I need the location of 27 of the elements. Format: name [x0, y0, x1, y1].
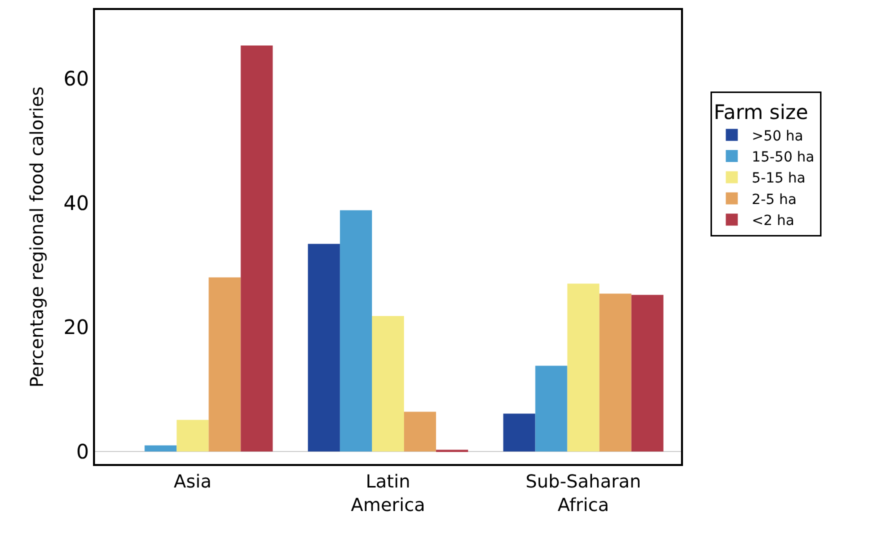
y-axis-title: Percentage regional food calories — [27, 86, 48, 388]
bar — [503, 414, 536, 452]
bar — [176, 420, 209, 452]
bar — [599, 294, 632, 452]
bar — [208, 277, 241, 452]
y-tick-label: 60 — [64, 66, 89, 90]
bar — [535, 366, 568, 452]
x-tick-label: Sub-Saharan Africa — [526, 472, 642, 516]
bar — [240, 45, 273, 452]
bar — [631, 294, 664, 452]
legend-label: 2-5 ha — [752, 192, 797, 208]
bar — [144, 445, 177, 452]
legend-title: Farm size — [714, 100, 808, 124]
bar — [567, 284, 600, 452]
legend-label: 5-15 ha — [752, 170, 806, 187]
bar — [372, 316, 404, 452]
y-tick-label: 0 — [76, 440, 89, 464]
y-tick-label: 20 — [64, 315, 89, 340]
bar — [404, 412, 436, 452]
bar — [308, 244, 340, 452]
legend-label: <2 ha — [752, 213, 794, 230]
y-tick-label: 40 — [64, 190, 89, 215]
x-tick-label: Asia — [174, 472, 212, 493]
x-tick-label: Latin America — [350, 472, 426, 516]
legend-label: >50 ha — [752, 128, 804, 144]
bar — [340, 210, 372, 452]
legend-label: 15-50 ha — [752, 149, 814, 166]
